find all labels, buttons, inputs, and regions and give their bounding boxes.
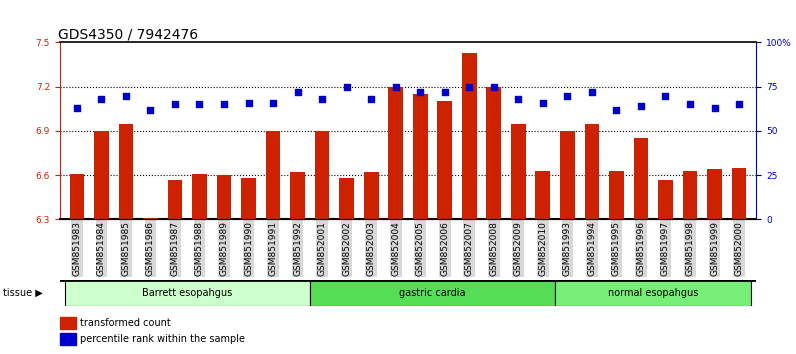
Point	[389, 84, 402, 90]
Bar	[437, 102, 452, 219]
Point	[242, 100, 255, 105]
Point	[634, 103, 647, 109]
Point	[561, 93, 574, 98]
Point	[659, 93, 672, 98]
Bar	[486, 87, 501, 219]
Bar	[413, 94, 427, 219]
Bar	[291, 172, 305, 219]
Bar	[143, 218, 158, 219]
Text: transformed count: transformed count	[80, 318, 170, 329]
Point	[119, 93, 132, 98]
Bar	[462, 53, 477, 219]
Point	[340, 84, 353, 90]
Bar	[119, 124, 133, 219]
Text: tissue ▶: tissue ▶	[3, 288, 43, 298]
Point	[732, 102, 745, 107]
Bar	[69, 174, 84, 219]
Point	[193, 102, 206, 107]
Bar	[364, 172, 379, 219]
Point	[169, 102, 181, 107]
Point	[267, 100, 279, 105]
Bar	[192, 174, 207, 219]
Point	[537, 100, 549, 105]
Text: Barrett esopahgus: Barrett esopahgus	[142, 288, 232, 298]
Point	[71, 105, 84, 111]
Bar	[609, 171, 624, 219]
Bar	[94, 131, 109, 219]
Point	[95, 96, 107, 102]
Bar	[314, 131, 330, 219]
Bar	[168, 179, 182, 219]
Text: percentile rank within the sample: percentile rank within the sample	[80, 334, 244, 344]
Point	[439, 89, 451, 95]
Point	[684, 102, 696, 107]
Point	[414, 89, 427, 95]
Bar	[388, 87, 403, 219]
Bar	[60, 333, 76, 346]
Bar	[60, 317, 76, 329]
Point	[291, 89, 304, 95]
Point	[487, 84, 500, 90]
Bar	[266, 131, 280, 219]
Bar	[339, 178, 354, 219]
Point	[708, 105, 721, 111]
Bar	[310, 280, 555, 306]
Bar	[658, 179, 673, 219]
Point	[512, 96, 525, 102]
Bar	[217, 175, 232, 219]
Bar	[560, 131, 575, 219]
Point	[463, 84, 476, 90]
Bar	[732, 168, 747, 219]
Bar	[536, 171, 550, 219]
Bar	[241, 178, 256, 219]
Bar	[511, 124, 525, 219]
Text: gastric cardia: gastric cardia	[400, 288, 466, 298]
Bar	[584, 124, 599, 219]
Point	[586, 89, 599, 95]
Bar	[707, 169, 722, 219]
Point	[217, 102, 230, 107]
Point	[316, 96, 329, 102]
Bar	[555, 280, 751, 306]
Text: normal esopahgus: normal esopahgus	[608, 288, 698, 298]
Point	[144, 107, 157, 113]
Point	[365, 96, 377, 102]
Text: GDS4350 / 7942476: GDS4350 / 7942476	[58, 27, 198, 41]
Bar	[634, 138, 648, 219]
Point	[610, 107, 622, 113]
Bar	[683, 171, 697, 219]
Bar	[64, 280, 310, 306]
